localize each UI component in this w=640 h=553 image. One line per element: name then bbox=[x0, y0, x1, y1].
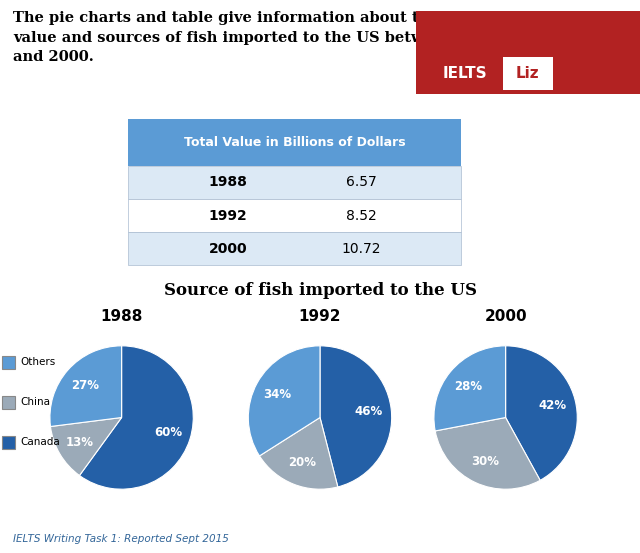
Title: 2000: 2000 bbox=[484, 309, 527, 324]
Wedge shape bbox=[79, 346, 193, 489]
Text: 30%: 30% bbox=[471, 455, 499, 468]
Text: Liz: Liz bbox=[516, 66, 540, 81]
Text: Canada: Canada bbox=[20, 437, 61, 447]
Text: Total Value in Billions of Dollars: Total Value in Billions of Dollars bbox=[184, 136, 405, 149]
Text: 2000: 2000 bbox=[209, 242, 247, 256]
Text: 20%: 20% bbox=[288, 456, 316, 469]
Bar bbox=[1, 396, 15, 409]
Text: 42%: 42% bbox=[539, 399, 567, 412]
Title: 1992: 1992 bbox=[299, 309, 341, 324]
Text: China: China bbox=[20, 397, 51, 407]
Bar bbox=[128, 119, 461, 166]
Text: 28%: 28% bbox=[454, 380, 482, 393]
Text: 34%: 34% bbox=[263, 388, 291, 400]
Bar bbox=[128, 232, 461, 265]
Wedge shape bbox=[434, 346, 506, 431]
Text: 1988: 1988 bbox=[209, 175, 247, 189]
Bar bbox=[1, 356, 15, 369]
Bar bbox=[1, 436, 15, 449]
Text: 13%: 13% bbox=[66, 436, 93, 449]
Title: 1988: 1988 bbox=[100, 309, 143, 324]
Wedge shape bbox=[320, 346, 392, 487]
Text: IELTS: IELTS bbox=[443, 66, 488, 81]
Wedge shape bbox=[51, 418, 122, 476]
Wedge shape bbox=[435, 418, 540, 489]
Bar bbox=[503, 57, 552, 90]
Wedge shape bbox=[248, 346, 320, 456]
Text: 10.72: 10.72 bbox=[341, 242, 381, 256]
Wedge shape bbox=[506, 346, 577, 481]
Text: 6.57: 6.57 bbox=[346, 175, 376, 189]
Text: IELTS Writing Task 1: Reported Sept 2015: IELTS Writing Task 1: Reported Sept 2015 bbox=[13, 534, 228, 544]
Text: 46%: 46% bbox=[354, 405, 383, 418]
Text: Source of fish imported to the US: Source of fish imported to the US bbox=[163, 282, 477, 299]
Wedge shape bbox=[50, 346, 122, 426]
Text: Others: Others bbox=[20, 357, 56, 367]
Bar bbox=[128, 166, 461, 199]
Wedge shape bbox=[259, 418, 338, 489]
Bar bbox=[128, 199, 461, 232]
Text: The pie charts and table give information about the total
value and sources of f: The pie charts and table give informatio… bbox=[13, 11, 499, 64]
Text: 27%: 27% bbox=[71, 379, 99, 392]
Text: 8.52: 8.52 bbox=[346, 208, 376, 223]
Text: 60%: 60% bbox=[154, 426, 182, 439]
Text: 1992: 1992 bbox=[209, 208, 247, 223]
